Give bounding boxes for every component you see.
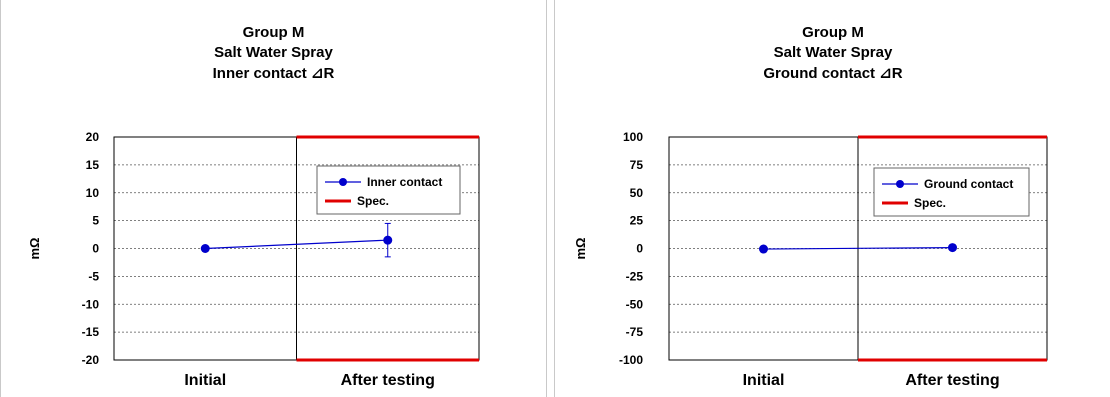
y-tick-label: -50	[626, 297, 644, 311]
data-point	[759, 244, 768, 254]
legend-spec-label: Spec.	[357, 194, 389, 208]
y-tick-label: 0	[92, 242, 99, 256]
y-axis-label: mΩ	[27, 238, 42, 260]
x-category-label: Initial	[743, 372, 785, 389]
y-tick-label: 0	[636, 242, 643, 256]
legend-series-label: Ground contact	[924, 177, 1013, 191]
chart-panel-inner-contact: Group M Salt Water Spray Inner contact ⊿…	[0, 0, 547, 397]
chart-plot-ground-contact: 100 75 50 25 0 -25 -50 -75 -100 mΩ Initial After te…	[573, 130, 1048, 389]
y-tick-label: -20	[82, 353, 100, 367]
x-category-label: Initial	[184, 372, 226, 389]
chart-plot-inner-contact: 20 15 10 5 0 -5 -10 -15 -20 mΩ Initial After testin…	[27, 130, 480, 389]
y-tick-label: -75	[626, 325, 644, 339]
x-category-label: After testing	[905, 372, 999, 389]
y-axis-label: mΩ	[573, 238, 588, 260]
y-tick-label: 20	[86, 130, 100, 144]
y-tick-label: 5	[92, 214, 99, 228]
series-line	[205, 239, 388, 250]
chart-panel-ground-contact: Group M Salt Water Spray Ground contact …	[554, 0, 1110, 397]
y-tick-label: 50	[630, 186, 644, 200]
data-point	[383, 235, 393, 245]
y-tick-label: 25	[630, 214, 644, 228]
y-tick-label: -10	[82, 297, 100, 311]
data-point	[200, 244, 210, 253]
y-tick-label: 75	[630, 158, 644, 172]
y-tick-label: -5	[88, 269, 99, 283]
legend-spec-label: Spec.	[914, 196, 946, 210]
chart-title-line-1: Group M	[802, 24, 864, 41]
legend-box	[873, 167, 1030, 217]
chart-title-line-3: Ground contact ⊿R	[763, 65, 903, 82]
legend-series-marker	[896, 180, 904, 188]
y-tick-label: -100	[619, 353, 643, 367]
legend-box	[316, 165, 461, 215]
x-category-label: After testing	[341, 372, 435, 389]
legend-series-marker	[339, 178, 347, 186]
legend-series-label: Inner contact	[367, 175, 442, 189]
y-tick-label: 15	[86, 158, 100, 172]
data-point	[948, 243, 957, 253]
chart-title-line-2: Salt Water Spray	[773, 44, 893, 61]
chart-title-line-3: Inner contact ⊿R	[212, 65, 335, 82]
y-tick-label: 10	[86, 186, 100, 200]
y-tick-label: -15	[82, 325, 100, 339]
chart-title-line-1: Group M	[242, 24, 305, 41]
y-tick-label: 100	[623, 130, 643, 144]
y-tick-label: -25	[626, 269, 644, 283]
series-line	[763, 247, 953, 250]
chart-title-line-2: Salt Water Spray	[214, 44, 333, 61]
